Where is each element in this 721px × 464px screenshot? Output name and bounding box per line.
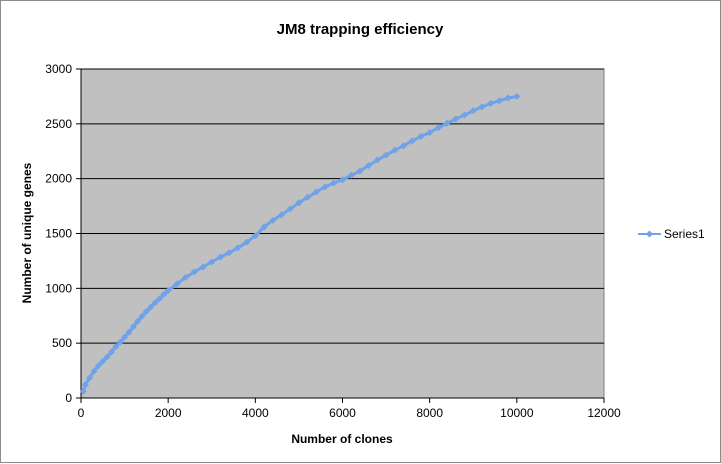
data-point [108, 348, 116, 356]
y-tick-label: 1500 [45, 227, 72, 241]
x-tick-label: 2000 [155, 406, 182, 420]
data-point [304, 193, 312, 201]
data-point [426, 129, 434, 137]
data-point [286, 205, 294, 213]
data-point [142, 307, 150, 315]
data-point [487, 100, 495, 108]
x-tick-label: 10000 [500, 406, 534, 420]
data-point [365, 162, 373, 170]
data-point [469, 107, 477, 115]
data-point [155, 295, 163, 303]
data-point [295, 199, 303, 207]
series-layer [79, 92, 521, 395]
y-tick-label: 1000 [45, 281, 72, 295]
data-point [151, 299, 159, 307]
y-axis-title: Number of unique genes [20, 162, 34, 303]
data-point [199, 263, 207, 271]
data-point [121, 333, 129, 341]
data-point [90, 367, 98, 375]
x-axis-ticks: 0 2000 4000 6000 8000 10000 12000 [78, 398, 621, 420]
data-point [382, 151, 390, 159]
data-point [321, 183, 329, 191]
data-point [190, 268, 198, 276]
legend-series-marker-icon [646, 230, 653, 238]
data-point [356, 167, 364, 175]
data-point [260, 223, 268, 231]
data-point [417, 132, 425, 140]
y-tick-label: 500 [52, 336, 72, 350]
data-point [125, 328, 133, 336]
data-point [99, 357, 107, 365]
data-point [277, 211, 285, 219]
data-point [513, 92, 521, 100]
data-point [234, 244, 242, 252]
data-point [434, 124, 442, 132]
data-point [400, 142, 408, 150]
data-point [443, 119, 451, 127]
data-point [147, 303, 155, 311]
x-tick-label: 6000 [329, 406, 356, 420]
data-point [373, 156, 381, 164]
y-tick-label: 0 [65, 391, 72, 405]
y-tick-label: 2500 [45, 117, 72, 131]
data-point [504, 94, 512, 102]
x-tick-label: 8000 [416, 406, 443, 420]
x-tick-label: 12000 [587, 406, 621, 420]
data-point [164, 287, 172, 295]
data-point [216, 253, 224, 261]
data-point [208, 258, 216, 266]
data-point [495, 97, 503, 105]
data-point [339, 176, 346, 184]
data-point [347, 171, 355, 179]
data-point [478, 103, 486, 111]
y-axis-ticks: 0 500 1000 1500 2000 2500 3000 [45, 62, 81, 405]
data-point [138, 312, 146, 320]
x-tick-label: 4000 [242, 406, 269, 420]
x-tick-label: 0 [78, 406, 85, 420]
data-point [225, 249, 233, 257]
data-point [103, 353, 111, 361]
data-point [391, 146, 399, 154]
data-point [112, 342, 120, 350]
data-point [243, 238, 251, 246]
data-point [94, 362, 102, 370]
y-tick-label: 2000 [45, 172, 72, 186]
data-point [81, 381, 89, 389]
legend: Series1 [638, 227, 705, 241]
data-point [461, 111, 469, 119]
x-axis-title: Number of clones [291, 432, 393, 446]
data-point [312, 188, 320, 196]
data-point [86, 374, 94, 382]
data-point [79, 387, 87, 395]
data-point [408, 137, 416, 145]
data-point [182, 273, 190, 281]
data-point [129, 323, 137, 331]
data-point [251, 232, 259, 240]
data-point [160, 290, 168, 298]
chart-title: JM8 trapping efficiency [277, 21, 444, 38]
data-point [116, 338, 124, 346]
data-point [452, 115, 460, 123]
legend-series-label: Series1 [664, 227, 705, 241]
data-point [330, 179, 338, 187]
data-point [269, 216, 277, 224]
data-point [173, 280, 181, 288]
y-tick-label: 3000 [45, 62, 72, 76]
data-point [134, 317, 142, 325]
